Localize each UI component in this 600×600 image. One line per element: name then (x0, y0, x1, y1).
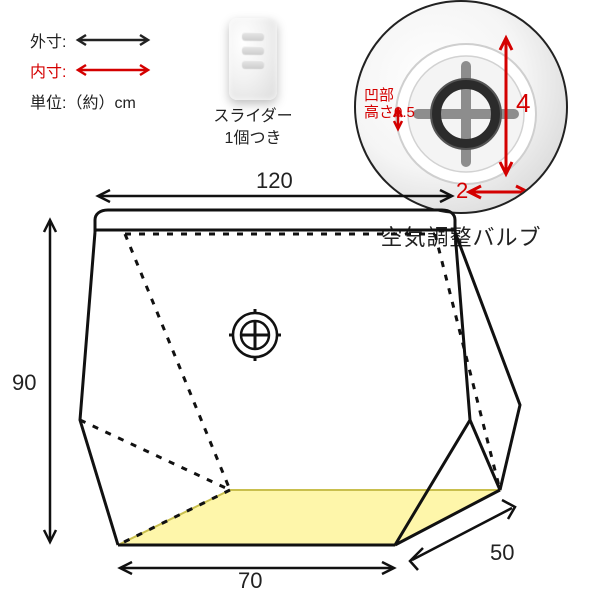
valve-caption: 空気調整バルブ (326, 220, 596, 252)
legend-outer-label: 外寸: (30, 28, 66, 58)
slider-inset: スライダー 1個つき (188, 18, 318, 149)
valve-recess-label: 凹部 高さ0.5 (364, 87, 415, 122)
valve-height-value: 4 (516, 88, 530, 119)
figure-root: 外寸: 内寸: 単位:（約）cm (0, 0, 600, 600)
legend-outer-row: 外寸: (30, 28, 152, 58)
dim-base-depth: 50 (490, 540, 514, 566)
legend-inner-row: 内寸: (30, 58, 152, 88)
valve-recess-l1: 凹部 (364, 87, 394, 104)
slider-icon (229, 18, 277, 100)
legend-unit-row: 単位:（約）cm (30, 89, 152, 119)
valve-circle: 凹部 高さ0.5 4 2 (354, 0, 568, 214)
valve-recess-l2: 高さ0.5 (364, 104, 415, 121)
dim-height: 90 (12, 370, 36, 396)
legend-outer-arrow-icon (74, 28, 152, 58)
valve-width-value: 2 (456, 178, 468, 204)
dim-base-width: 70 (238, 568, 262, 594)
dim-top-width: 120 (256, 168, 293, 194)
legend-inner-label: 内寸: (30, 58, 66, 88)
legend-unit-label: 単位:（約）cm (30, 89, 136, 119)
valve-inset: 凹部 高さ0.5 4 2 空気調整バルブ (326, 0, 596, 252)
legend: 外寸: 内寸: 単位:（約）cm (30, 28, 152, 119)
legend-inner-arrow-icon (74, 58, 152, 88)
slider-caption-line2: 1個つき (188, 128, 318, 150)
slider-caption-line1: スライダー (188, 106, 318, 128)
